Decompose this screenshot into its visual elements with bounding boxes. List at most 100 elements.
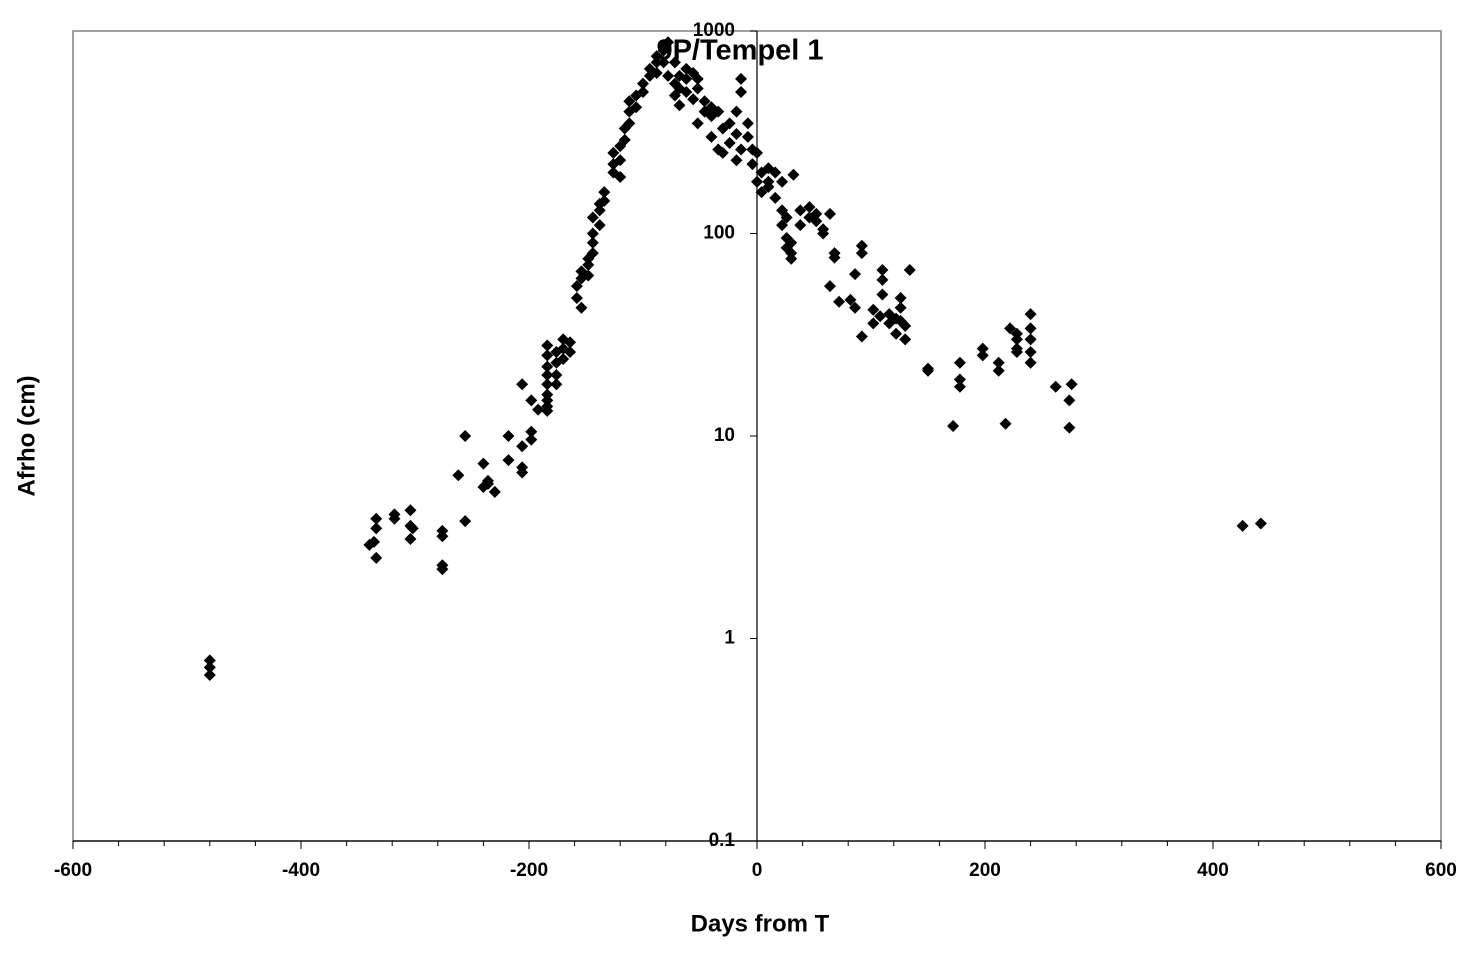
data-point	[593, 219, 606, 232]
data-point	[550, 378, 563, 391]
data-point	[630, 101, 643, 114]
data-point	[691, 117, 704, 130]
data-point	[650, 56, 663, 69]
data-point	[614, 154, 627, 167]
x-tick-label: 400	[1197, 860, 1229, 881]
data-point	[1063, 394, 1076, 407]
data-point	[780, 211, 793, 224]
data-point	[1010, 333, 1023, 346]
data-point	[867, 317, 880, 330]
data-point	[516, 378, 529, 391]
data-point	[370, 522, 383, 535]
data-point	[1065, 378, 1078, 391]
data-point	[769, 191, 782, 204]
x-tick-label: 600	[1425, 860, 1457, 881]
data-point	[947, 420, 960, 433]
data-point	[849, 301, 862, 314]
data-point	[623, 117, 636, 130]
data-point	[787, 168, 800, 181]
data-point	[785, 252, 798, 265]
data-point	[794, 204, 807, 217]
data-point	[541, 339, 554, 352]
data-point	[1024, 345, 1037, 358]
data-point	[899, 333, 912, 346]
data-point	[769, 166, 782, 179]
data-point	[698, 95, 711, 108]
y-tick-label: 0.1	[709, 830, 736, 851]
x-tick-label: 0	[752, 860, 763, 881]
x-tick-label: -400	[282, 860, 320, 881]
data-point	[723, 136, 736, 149]
data-point	[586, 227, 599, 240]
data-point	[657, 56, 670, 69]
data-point	[203, 661, 216, 674]
data-point	[586, 211, 599, 224]
data-point	[735, 85, 748, 98]
data-point	[867, 303, 880, 316]
data-point	[953, 373, 966, 386]
data-point	[541, 349, 554, 362]
data-point	[525, 394, 538, 407]
data-point	[680, 72, 693, 85]
data-point	[899, 319, 912, 332]
data-point	[999, 417, 1012, 430]
data-point	[730, 105, 743, 118]
data-point	[705, 130, 718, 143]
data-point	[849, 268, 862, 281]
data-point	[751, 175, 763, 188]
data-point	[691, 72, 704, 85]
data-point	[436, 563, 449, 576]
data-point	[855, 247, 868, 260]
data-point	[976, 342, 989, 355]
data-point	[716, 122, 729, 135]
data-point	[481, 474, 494, 487]
data-point	[1004, 322, 1017, 335]
data-point	[1010, 345, 1023, 358]
data-point	[564, 345, 577, 358]
x-tick-label: 200	[969, 860, 1001, 881]
data-point	[668, 56, 681, 69]
data-point	[992, 364, 1005, 377]
y-tick-label: 1000	[693, 20, 735, 41]
data-point	[735, 143, 748, 156]
data-point	[488, 485, 501, 498]
data-point	[370, 551, 383, 564]
data-point	[903, 264, 916, 277]
data-point	[662, 36, 675, 49]
data-point	[532, 403, 545, 416]
data-point	[785, 236, 798, 249]
data-point	[953, 356, 966, 369]
y-axis-label: Afrho (cm)	[13, 375, 40, 496]
data-point	[586, 247, 599, 260]
data-point	[541, 400, 554, 413]
data-point	[716, 146, 729, 159]
data-point	[746, 158, 759, 171]
data-point	[1024, 308, 1037, 321]
x-tick-label: -600	[54, 860, 92, 881]
data-point	[575, 301, 588, 314]
data-point	[570, 280, 583, 293]
data-point	[673, 99, 686, 112]
data-point	[541, 360, 554, 373]
data-point	[203, 654, 216, 667]
y-tick-label: 1	[724, 628, 735, 649]
data-point	[687, 93, 700, 106]
data-point	[1024, 333, 1037, 346]
data-point	[876, 264, 889, 277]
data-point	[436, 530, 449, 543]
data-point	[1063, 421, 1076, 434]
data-point	[564, 336, 577, 349]
data-point	[730, 154, 743, 167]
data-point	[876, 273, 889, 286]
data-point	[890, 327, 903, 340]
data-point	[557, 353, 570, 366]
data-point	[541, 388, 554, 401]
data-point	[459, 430, 472, 442]
data-point	[593, 204, 606, 217]
data-point	[637, 77, 649, 90]
data-point	[755, 186, 768, 199]
data-point	[894, 292, 907, 305]
data-point	[516, 440, 529, 453]
data-point	[810, 207, 823, 220]
data-point	[823, 280, 836, 293]
